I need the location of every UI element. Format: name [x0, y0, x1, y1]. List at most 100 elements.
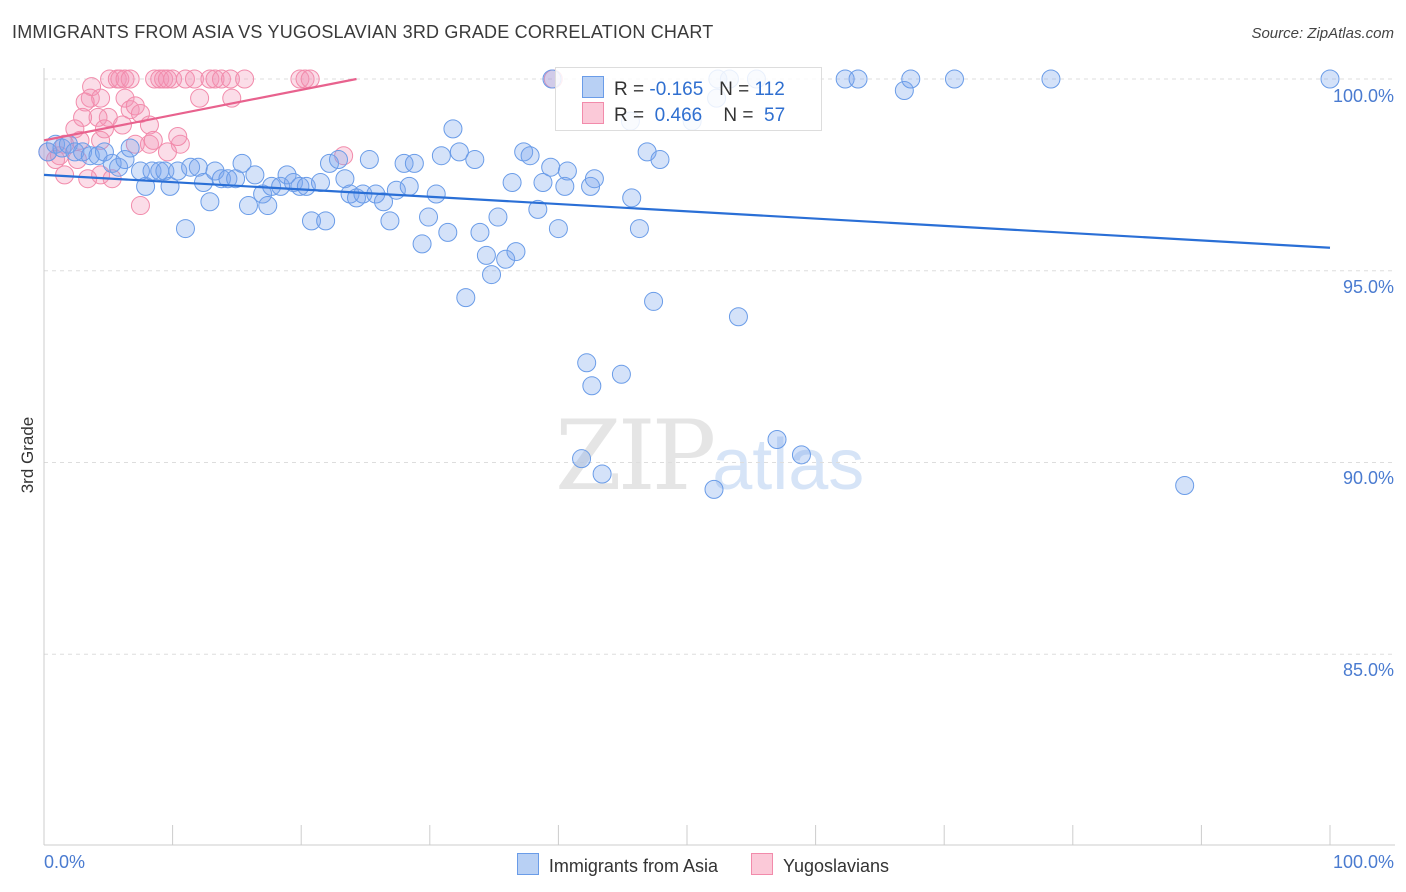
- asia-point: [502, 173, 522, 193]
- yugoslavian-point: [200, 69, 220, 89]
- yugoslavian-point: [190, 88, 210, 108]
- asia-point: [181, 157, 201, 177]
- asia-point: [476, 245, 496, 265]
- asia-point: [301, 211, 321, 231]
- asia-point: [277, 165, 297, 185]
- yugoslavian-point: [115, 88, 135, 108]
- asia-point: [394, 153, 414, 173]
- asia-point: [728, 307, 748, 327]
- asia-point: [412, 234, 432, 254]
- asia-point: [482, 265, 502, 285]
- yugoslavian-point: [168, 127, 188, 147]
- x-tick-label: 100.0%: [1332, 852, 1394, 872]
- asia-point: [592, 464, 612, 484]
- y-tick-label: 85.0%: [1342, 660, 1394, 680]
- asia-point: [238, 196, 258, 216]
- asia-point: [404, 153, 424, 173]
- asia-trendline: [43, 173, 1331, 249]
- x-tick-label: 0.0%: [44, 852, 86, 872]
- pink-swatch-icon: [582, 102, 604, 124]
- yugoslavian-point: [300, 69, 320, 89]
- asia-point: [622, 188, 642, 208]
- asia-point: [456, 288, 476, 308]
- asia-point: [328, 150, 348, 170]
- asia-point: [582, 376, 602, 396]
- asia-point: [1175, 476, 1195, 496]
- yugoslavian-point: [115, 69, 135, 89]
- asia-point: [258, 196, 278, 216]
- yugoslavian-point: [70, 130, 90, 150]
- asia-point: [557, 161, 577, 181]
- y-tick-label: 95.0%: [1342, 277, 1394, 297]
- asia-point: [115, 150, 135, 170]
- legend-item-asia[interactable]: Immigrants from Asia: [516, 853, 718, 877]
- asia-point: [533, 173, 553, 193]
- asia-point: [359, 150, 379, 170]
- asia-point: [438, 222, 458, 242]
- asia-point: [168, 161, 188, 181]
- asia-point: [310, 173, 330, 193]
- yugoslavian-point: [184, 69, 204, 89]
- yugoslavian-point: [46, 150, 66, 170]
- series-legend: Immigrants from Asia Yugoslavians: [0, 853, 1406, 877]
- asia-point: [80, 146, 100, 166]
- y-tick-label: 100.0%: [1332, 86, 1394, 106]
- yugoslavian-point: [120, 69, 140, 89]
- asia-point: [767, 429, 787, 449]
- asia-point: [572, 449, 592, 469]
- asia-point: [496, 249, 516, 269]
- pink-swatch-icon: [750, 853, 773, 875]
- yugoslavian-point: [290, 69, 310, 89]
- asia-point: [488, 207, 508, 227]
- stats-row-yugoslavians: R = 0.466 N = 57: [582, 102, 785, 127]
- asia-point: [419, 207, 439, 227]
- asia-point: [65, 142, 85, 162]
- yugoslavian-trendline: [43, 77, 357, 142]
- asia-point: [109, 157, 129, 177]
- asia-point: [465, 150, 485, 170]
- yugoslavian-point: [73, 107, 93, 127]
- yugoslavian-point: [130, 196, 150, 216]
- yugoslavian-point: [75, 92, 95, 112]
- asia-point: [290, 176, 310, 196]
- legend-item-yugoslavians[interactable]: Yugoslavians: [750, 853, 889, 877]
- stats-row-asia: R = -0.165 N = 112: [582, 76, 785, 101]
- asia-point: [506, 242, 526, 262]
- asia-point: [577, 353, 597, 373]
- asia-point: [399, 176, 419, 196]
- chart-title: IMMIGRANTS FROM ASIA VS YUGOSLAVIAN 3RD …: [12, 22, 714, 42]
- asia-point: [548, 219, 568, 239]
- asia-point: [200, 192, 220, 212]
- yugoslavian-point: [143, 130, 163, 150]
- yugoslavian-point: [205, 69, 225, 89]
- asia-point: [120, 138, 140, 158]
- asia-point: [245, 165, 265, 185]
- asia-point: [584, 169, 604, 189]
- yugoslavian-point: [220, 69, 240, 89]
- asia-point: [232, 153, 252, 173]
- blue-swatch-icon: [516, 853, 539, 875]
- asia-point: [1320, 69, 1340, 89]
- asia-point: [650, 150, 670, 170]
- yugoslavian-point: [110, 69, 130, 89]
- yugoslavian-point: [88, 107, 108, 127]
- y-axis-label: 3rd Grade: [18, 416, 37, 494]
- asia-point: [374, 192, 394, 212]
- yugoslavian-point: [91, 88, 111, 108]
- asia-point: [449, 142, 469, 162]
- source-label: Source: ZipAtlas.com: [1251, 25, 1394, 42]
- asia-point: [431, 146, 451, 166]
- asia-point: [541, 157, 561, 177]
- asia-point: [848, 69, 868, 89]
- asia-point: [894, 81, 914, 101]
- asia-point: [1041, 69, 1061, 89]
- yugoslavian-point: [80, 88, 100, 108]
- asia-point: [520, 146, 540, 166]
- asia-point: [316, 211, 336, 231]
- asia-point: [704, 479, 724, 499]
- stats-legend: R = -0.165 N = 112 R = 0.466 N = 57: [555, 67, 822, 131]
- asia-point: [629, 219, 649, 239]
- asia-point: [175, 219, 195, 239]
